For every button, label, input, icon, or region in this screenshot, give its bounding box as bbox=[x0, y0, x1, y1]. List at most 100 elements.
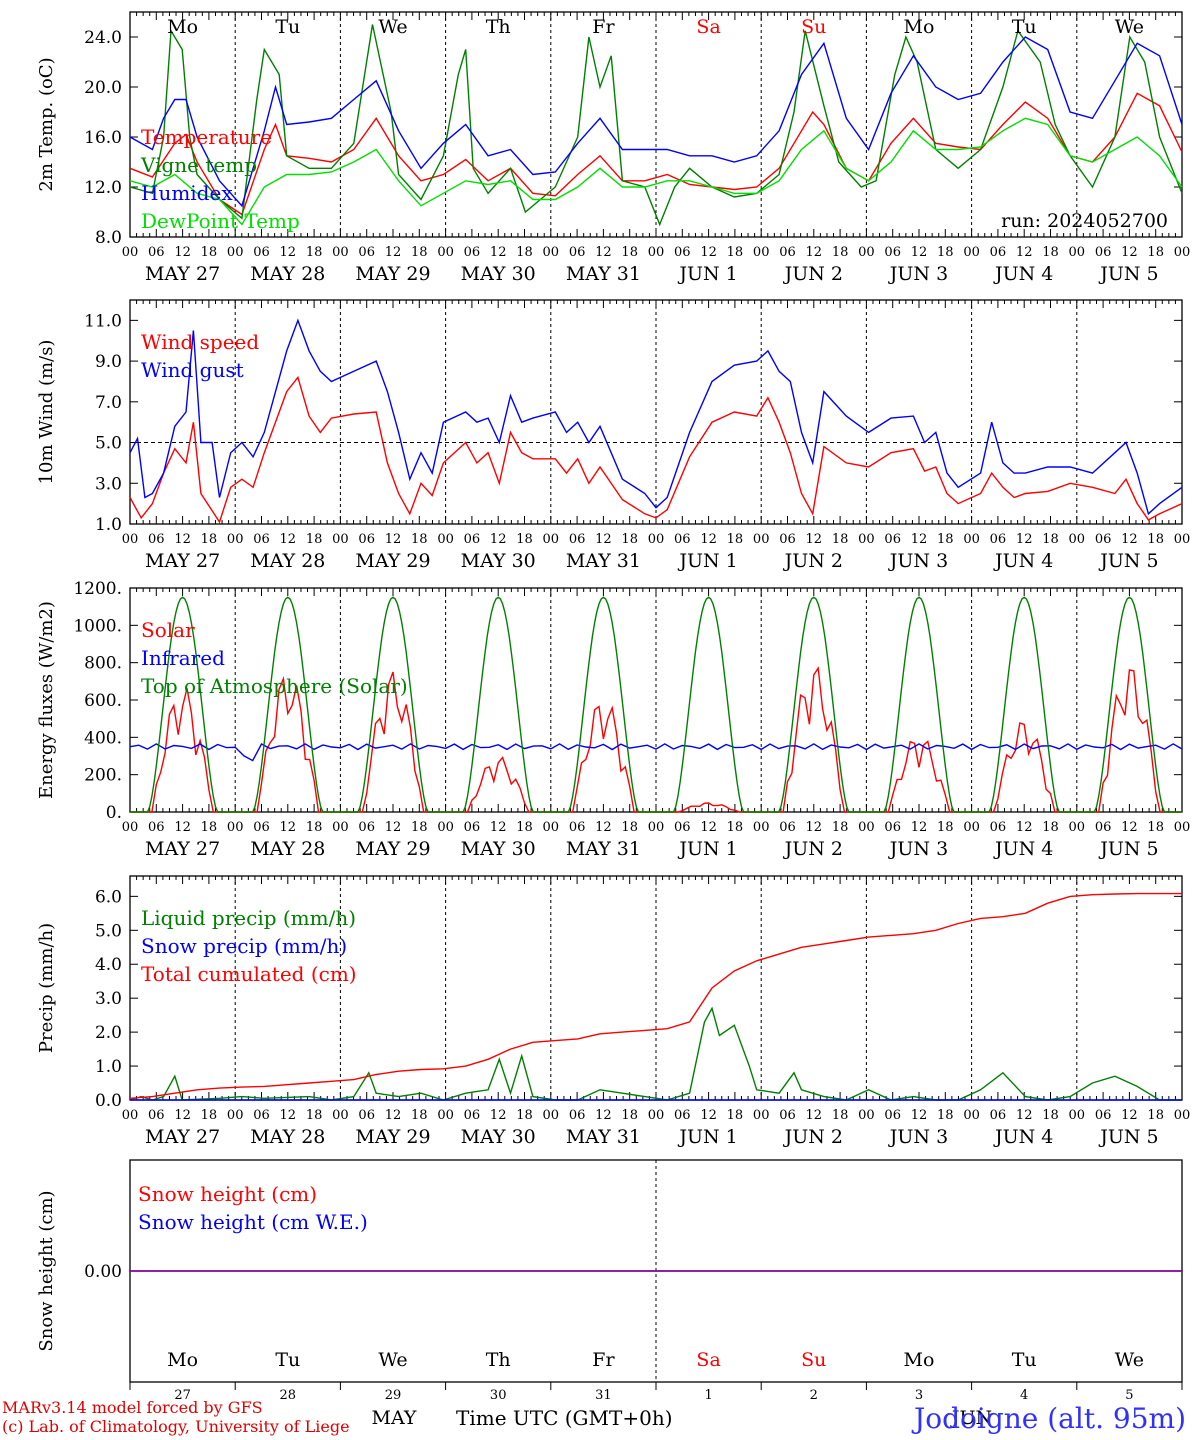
hour-tick-label: 18 bbox=[201, 532, 218, 547]
day-name: Sa bbox=[696, 1349, 720, 1371]
hour-tick-label: 12 bbox=[700, 532, 717, 547]
date-label: JUN 4 bbox=[993, 263, 1053, 285]
hour-tick-label: 12 bbox=[280, 532, 297, 547]
hour-tick-label: 06 bbox=[779, 245, 796, 260]
hour-tick-label: 12 bbox=[700, 245, 717, 260]
hour-tick-label: 00 bbox=[648, 245, 665, 260]
legend-entry: Top of Atmosphere (Solar) bbox=[141, 674, 408, 698]
hour-tick-label: 06 bbox=[569, 1108, 586, 1123]
panel-frame bbox=[129, 587, 1183, 813]
hour-tick-label: 00 bbox=[543, 820, 560, 835]
legend-entry: DewPoint Temp bbox=[141, 209, 300, 233]
hour-tick-label: 00 bbox=[227, 532, 244, 547]
date-label: MAY 28 bbox=[250, 550, 325, 572]
hour-tick-label: 18 bbox=[516, 532, 533, 547]
hour-tick-label: 18 bbox=[727, 245, 744, 260]
hour-tick-label: 12 bbox=[1121, 245, 1138, 260]
hour-tick-label: 12 bbox=[1016, 245, 1033, 260]
date-label: MAY 27 bbox=[145, 550, 220, 572]
hour-tick-label: 00 bbox=[753, 245, 770, 260]
y-tick-label: 6.0 bbox=[95, 887, 122, 907]
hour-tick-label: 18 bbox=[306, 820, 323, 835]
hour-tick-label: 12 bbox=[806, 245, 823, 260]
date-label: MAY 29 bbox=[355, 1126, 430, 1148]
hour-tick-label: 12 bbox=[174, 532, 191, 547]
hour-tick-label: 18 bbox=[727, 532, 744, 547]
hour-tick-label: 18 bbox=[411, 1108, 428, 1123]
hour-tick-label: 06 bbox=[1095, 820, 1112, 835]
hour-tick-label: 12 bbox=[1121, 532, 1138, 547]
hour-tick-label: 00 bbox=[122, 245, 139, 260]
hour-tick-label: 12 bbox=[806, 820, 823, 835]
x-axis-title: Time UTC (GMT+0h) bbox=[456, 1406, 673, 1430]
day-name: Mo bbox=[167, 1349, 198, 1371]
y-axis-label: Snow height (cm) bbox=[36, 1190, 57, 1351]
hour-tick-label: 00 bbox=[1069, 1108, 1086, 1123]
hour-tick-label: 12 bbox=[1016, 532, 1033, 547]
day-name: We bbox=[1115, 1349, 1144, 1371]
legend-entry: Infrared bbox=[141, 646, 225, 670]
hour-tick-label: 06 bbox=[358, 245, 375, 260]
station-name: Jodoigne (alt. 95m) bbox=[914, 1402, 1186, 1435]
hour-tick-label: 00 bbox=[858, 245, 875, 260]
hour-tick-label: 12 bbox=[385, 820, 402, 835]
hour-tick-label: 18 bbox=[201, 820, 218, 835]
hour-tick-label: 06 bbox=[779, 820, 796, 835]
day-number: 31 bbox=[595, 1388, 612, 1403]
legend-entry: Solar bbox=[141, 618, 195, 642]
hour-tick-label: 12 bbox=[490, 532, 507, 547]
hour-tick-label: 18 bbox=[411, 532, 428, 547]
y-tick-label: 0. bbox=[106, 803, 122, 823]
y-axis-label: 2m Temp. (oC) bbox=[36, 57, 57, 191]
day-name: Su bbox=[801, 1349, 826, 1371]
hour-tick-label: 06 bbox=[990, 245, 1007, 260]
hour-tick-label: 12 bbox=[1016, 1108, 1033, 1123]
hour-tick-label: 06 bbox=[990, 1108, 1007, 1123]
hour-tick-label: 06 bbox=[464, 532, 481, 547]
hour-tick-label: 18 bbox=[937, 532, 954, 547]
hour-tick-label: 12 bbox=[806, 1108, 823, 1123]
hour-tick-label: 00 bbox=[543, 532, 560, 547]
date-label: JUN 3 bbox=[888, 838, 948, 860]
y-tick-label: 3.0 bbox=[95, 989, 122, 1009]
hour-tick-label: 12 bbox=[385, 532, 402, 547]
panel-frame bbox=[129, 299, 1183, 525]
date-label: JUN 1 bbox=[677, 263, 737, 285]
day-name: Th bbox=[486, 16, 511, 38]
series-line-green bbox=[129, 24, 1183, 227]
hour-tick-label: 18 bbox=[411, 820, 428, 835]
hour-tick-label: 00 bbox=[858, 1108, 875, 1123]
hour-tick-label: 18 bbox=[1147, 820, 1164, 835]
date-label: MAY 29 bbox=[355, 550, 430, 572]
day-name: Tu bbox=[1012, 1349, 1037, 1371]
date-label: MAY 30 bbox=[461, 1126, 536, 1148]
lab-credit: (c) Lab. of Climatology, University of L… bbox=[2, 1417, 350, 1436]
date-label: MAY 31 bbox=[566, 838, 641, 860]
hour-tick-label: 06 bbox=[569, 532, 586, 547]
legend-entry: Snow precip (mm/h) bbox=[141, 934, 347, 958]
hour-tick-label: 12 bbox=[490, 1108, 507, 1123]
day-name: Su bbox=[801, 16, 826, 38]
date-label: JUN 4 bbox=[993, 1126, 1053, 1148]
date-label: JUN 3 bbox=[888, 263, 948, 285]
y-axis-label: Energy fluxes (W/m2) bbox=[36, 601, 57, 799]
hour-tick-label: 06 bbox=[884, 820, 901, 835]
date-label: MAY 30 bbox=[461, 550, 536, 572]
y-tick-label: 11.0 bbox=[84, 311, 122, 331]
date-label: MAY 29 bbox=[355, 263, 430, 285]
day-name: Tu bbox=[275, 1349, 300, 1371]
y-tick-label: 600. bbox=[84, 691, 122, 711]
hour-tick-label: 12 bbox=[280, 1108, 297, 1123]
hour-tick-label: 06 bbox=[253, 820, 270, 835]
hour-tick-label: 12 bbox=[911, 245, 928, 260]
hour-tick-label: 06 bbox=[884, 532, 901, 547]
date-label: JUN 4 bbox=[993, 838, 1053, 860]
hour-tick-label: 00 bbox=[332, 532, 349, 547]
hour-tick-label: 06 bbox=[253, 532, 270, 547]
hour-tick-label: 00 bbox=[122, 1108, 139, 1123]
y-tick-label: 8.0 bbox=[95, 228, 122, 248]
hour-tick-label: 18 bbox=[1042, 820, 1059, 835]
date-label: JUN 5 bbox=[1098, 838, 1158, 860]
hour-tick-label: 12 bbox=[911, 532, 928, 547]
